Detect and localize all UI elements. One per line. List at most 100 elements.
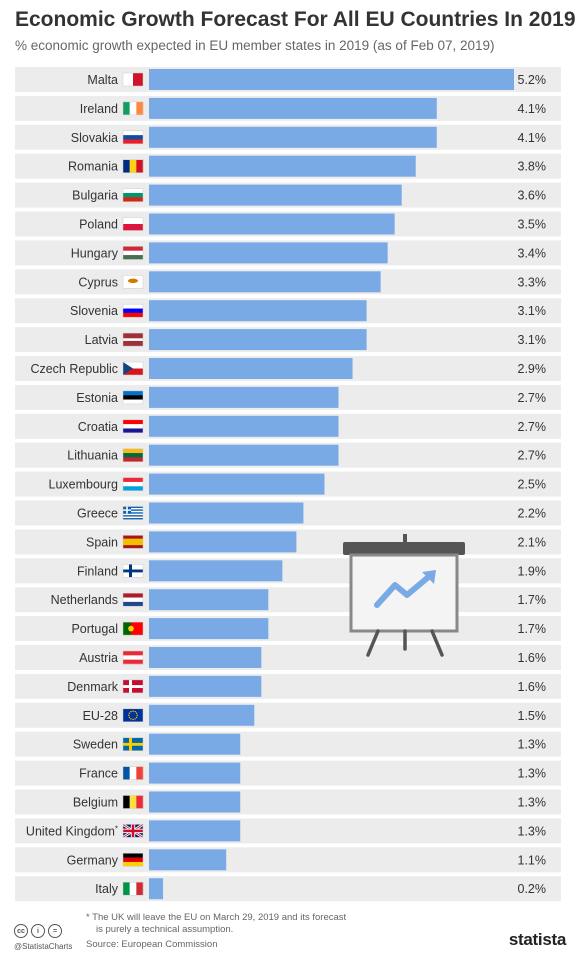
value-label: 0.2%: [518, 882, 547, 896]
flag-icon: [122, 592, 144, 607]
footnote: * The UK will leave the EU on March 29, …: [86, 912, 346, 936]
category-label: EU-28: [83, 709, 118, 723]
value-label: 2.1%: [518, 535, 547, 549]
value-label: 4.1%: [518, 131, 547, 145]
flag-icon: [122, 737, 144, 751]
value-label: 1.3%: [518, 796, 547, 810]
value-label: 3.3%: [518, 275, 547, 289]
flag-icon: [122, 72, 144, 87]
flag-icon: [122, 101, 144, 116]
row-background: [15, 587, 561, 613]
row-background: [15, 876, 561, 902]
bar-slovenia: [149, 300, 367, 322]
bar-portugal: [149, 618, 269, 640]
bar-croatia: [149, 415, 339, 437]
flag-icon: [122, 448, 144, 462]
row-background: [15, 847, 561, 873]
bar-italy: [149, 878, 164, 900]
category-label: Sweden: [73, 738, 118, 752]
bar-denmark: [149, 675, 262, 697]
flag-icon: [122, 332, 144, 347]
category-label: Slovakia: [71, 131, 118, 145]
value-label: 3.6%: [518, 189, 547, 203]
value-label: 3.8%: [518, 160, 547, 174]
flag-icon: [122, 795, 144, 809]
bar-czech-republic: [149, 358, 353, 379]
flag-icon: [122, 361, 144, 376]
flag-icon: [122, 275, 144, 289]
attribution-icon: i: [31, 924, 45, 938]
bar-finland: [149, 560, 283, 582]
value-label: 4.1%: [518, 102, 547, 116]
footer: cc i = @StatistaCharts * The UK will lea…: [0, 908, 576, 960]
flag-icon: [122, 564, 144, 578]
bar-romania: [149, 155, 416, 177]
row-background: [15, 645, 561, 670]
bar-sweden: [149, 733, 241, 755]
category-label: Slovenia: [70, 304, 118, 318]
footnote-marker: *: [115, 824, 118, 833]
value-label: 1.3%: [518, 767, 547, 781]
bar-belgium: [149, 791, 241, 813]
flag-icon: [122, 303, 144, 318]
bar-netherlands: [149, 589, 269, 611]
chart-title: Economic Growth Forecast For All EU Coun…: [15, 8, 576, 31]
category-label: Cyprus: [78, 275, 118, 289]
creative-commons-icon: cc: [14, 924, 28, 938]
bar-slovakia: [149, 126, 437, 148]
source-note: Source: European Commission: [86, 939, 218, 950]
bar-bulgaria: [149, 184, 402, 206]
bar-hungary: [149, 242, 388, 264]
bar-malta: [149, 69, 514, 90]
value-label: 3.4%: [518, 246, 547, 260]
category-label: France: [79, 767, 118, 781]
row-background: [15, 760, 561, 786]
flag-icon: [122, 823, 144, 839]
flag-icon: [122, 477, 144, 491]
flag-icon: [122, 679, 144, 694]
flag-icon: [122, 390, 144, 405]
flag-icon: [122, 535, 144, 549]
row-background: [15, 702, 561, 728]
category-label: Hungary: [71, 246, 119, 260]
row-background: [15, 818, 561, 844]
category-label: Portugal: [71, 622, 118, 636]
flag-icon: [122, 766, 144, 780]
value-label: 1.3%: [518, 738, 547, 752]
category-label: Austria: [79, 651, 118, 665]
bar-cyprus: [149, 271, 381, 293]
value-label: 2.7%: [518, 391, 547, 405]
category-label: Croatia: [78, 420, 118, 434]
flag-icon: [122, 188, 144, 202]
bar-austria: [149, 647, 262, 668]
footnote-line-1: * The UK will leave the EU on March 29, …: [86, 912, 347, 923]
category-label: Belgium: [73, 796, 118, 810]
chart-subtitle: % economic growth expected in EU member …: [15, 38, 495, 53]
bar-luxembourg: [149, 473, 325, 495]
category-label: Estonia: [76, 391, 118, 405]
category-label: Bulgaria: [72, 189, 118, 203]
category-label: Spain: [86, 535, 118, 549]
row-background: [15, 789, 561, 815]
category-label: Malta: [87, 73, 118, 87]
category-label: Germany: [67, 853, 119, 867]
bar-united-kingdom: [149, 820, 241, 842]
value-label: 3.1%: [518, 304, 547, 318]
category-label: Romania: [68, 160, 118, 174]
bar-greece: [149, 502, 304, 524]
flag-icon: [122, 650, 144, 665]
category-label: Czech Republic: [30, 362, 118, 376]
category-label: Latvia: [85, 333, 118, 347]
category-label: Greece: [77, 507, 118, 521]
flag-icon: [122, 217, 144, 231]
flag-icon: [122, 130, 144, 145]
bar-poland: [149, 213, 395, 235]
category-label: Ireland: [80, 102, 118, 116]
bar-germany: [149, 849, 227, 871]
flag-icon: [122, 621, 144, 636]
value-label: 2.7%: [518, 420, 547, 434]
flag-icon: [122, 708, 144, 723]
bar-france: [149, 762, 241, 784]
value-label: 2.2%: [518, 507, 547, 521]
row-background: [15, 616, 561, 642]
